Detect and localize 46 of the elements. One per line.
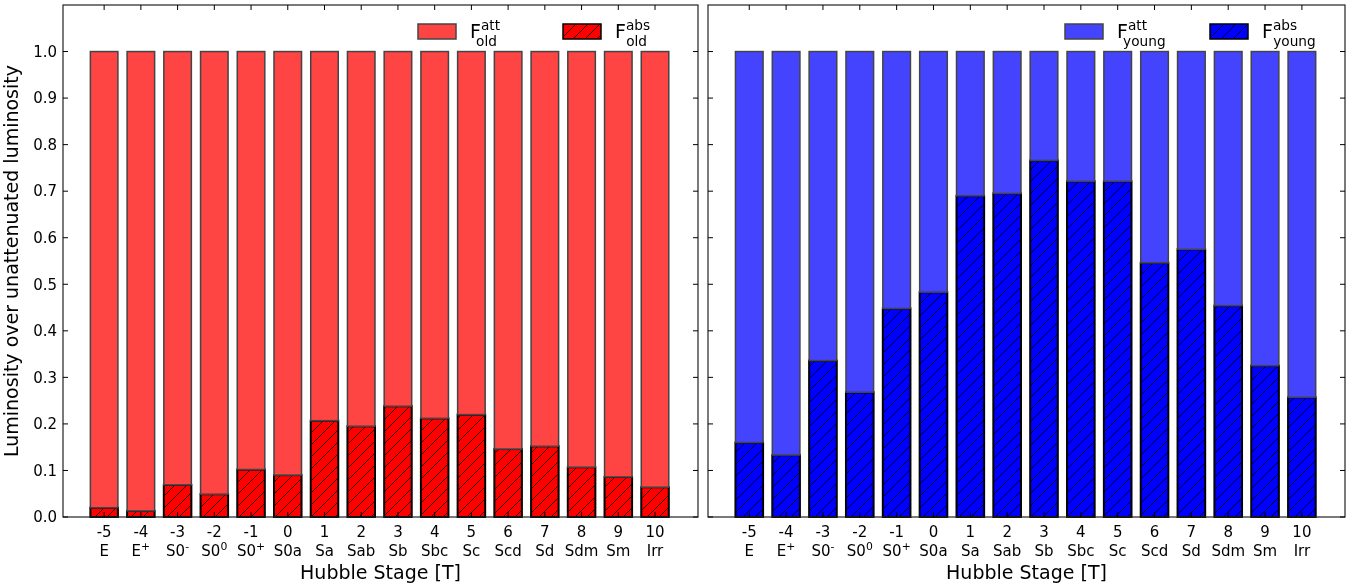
x-tick-label: -5 E <box>96 523 112 560</box>
x-tick-label: -5 E <box>741 523 757 560</box>
x-tick-label: 7 Sd <box>1181 523 1201 560</box>
x-tick-label: 4 Sbc <box>421 523 449 560</box>
y-tick-label: 0.4 <box>33 322 57 341</box>
x-tick-label: 3 Sb <box>388 523 408 560</box>
x-tick-label: 6 Scd <box>494 523 522 560</box>
x-tick-label: 8 Sdm <box>1211 523 1246 560</box>
x-tick-label: 4 Sbc <box>1067 523 1095 560</box>
y-tick-label: 0.9 <box>33 89 57 108</box>
y-tick-label: 0.1 <box>33 461 57 480</box>
x-tick-label: -4 E$^{+}$ <box>776 523 796 560</box>
x-tick-label: 7 Sd <box>535 523 555 560</box>
x-tick-label: -1 S0$^{+}$ <box>236 523 266 560</box>
x-tick-label: 1 Sa <box>315 523 334 560</box>
x-tick-label: 0 S0a <box>273 523 302 560</box>
x-tick-label: -2 S0$^{0}$ <box>846 523 873 560</box>
y-tick-label: 0.8 <box>33 135 57 154</box>
x-tick-label: -2 S0$^{0}$ <box>201 523 228 560</box>
y-tick-label: 1.0 <box>33 42 57 61</box>
x-tick-label: 10 Irr <box>645 523 665 560</box>
x-tick-label: 3 Sb <box>1034 523 1054 560</box>
x-tick-label: -4 E$^{+}$ <box>131 523 151 560</box>
y-tick-label: 0.3 <box>33 368 57 387</box>
y-axis-title: Luminosity over unattenuated luminosity <box>0 65 22 457</box>
y-tick-label: 0.6 <box>33 228 57 247</box>
x-tick-label: 9 Sm <box>1252 523 1278 560</box>
x-tick-label: -1 S0$^{+}$ <box>882 523 911 560</box>
x-axis-title: Hubble Stage [T] <box>300 561 461 583</box>
y-tick-label: 0.5 <box>33 275 57 294</box>
x-tick-label: 10 Irr <box>1292 523 1312 560</box>
x-tick-label: 5 Sc <box>1108 523 1127 560</box>
x-tick-label: 2 Sab <box>993 523 1022 560</box>
y-tick-label: 0.7 <box>33 182 57 201</box>
x-tick-label: 9 Sm <box>606 523 631 560</box>
x-tick-label: 2 Sab <box>347 523 376 560</box>
x-axis-title: Hubble Stage [T] <box>946 561 1107 583</box>
x-tick-label: 1 Sa <box>960 523 980 560</box>
x-tick-label: -3 S0$^{-}$ <box>811 523 835 560</box>
y-tick-label: 0.0 <box>33 508 57 527</box>
x-tick-label: 5 Sc <box>462 523 481 560</box>
x-tick-label: 0 S0a <box>919 523 948 560</box>
x-tick-label: -3 S0$^{-}$ <box>166 523 190 560</box>
x-tick-label: 8 Sdm <box>564 523 599 560</box>
x-tick-label: 6 Scd <box>1140 523 1169 560</box>
y-tick-label: 0.2 <box>33 415 57 434</box>
